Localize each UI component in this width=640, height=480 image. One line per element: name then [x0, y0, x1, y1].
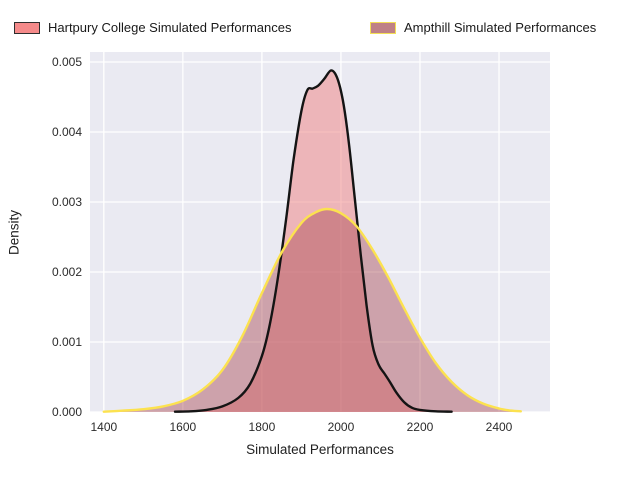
y-tick-label: 0.000 [51, 405, 82, 419]
legend-item-ampthill: Ampthill Simulated Performances [370, 20, 596, 35]
x-tick-label: 2200 [406, 420, 434, 434]
ampthill-density-fill [103, 208, 521, 412]
hartpury-swatch-icon [14, 21, 40, 34]
x-tick-label: 2400 [485, 420, 513, 434]
x-tick-label: 1800 [248, 420, 276, 434]
x-tick-label: 1600 [169, 420, 197, 434]
y-tick-label: 0.004 [51, 125, 82, 139]
x-tick-label: 1400 [90, 420, 118, 434]
ampthill-swatch-icon [370, 21, 396, 34]
x-tick-label: 2000 [327, 420, 355, 434]
hartpury-density-fill [175, 70, 452, 413]
y-axis-label: Density [6, 210, 22, 256]
y-tick-label: 0.003 [51, 195, 82, 209]
y-tick-label: 0.001 [51, 335, 82, 349]
x-axis-label: Simulated Performances [246, 442, 394, 457]
y-tick-label: 0.005 [51, 55, 82, 69]
legend-label-ampthill: Ampthill Simulated Performances [404, 20, 597, 35]
y-tick-label: 0.002 [51, 265, 82, 279]
legend-label-hartpury: Hartpury College Simulated Performances [48, 20, 292, 35]
hartpury-density-line [173, 69, 453, 413]
ampthill-density-line [102, 207, 522, 413]
legend-item-hartpury: Hartpury College Simulated Performances [14, 20, 292, 35]
